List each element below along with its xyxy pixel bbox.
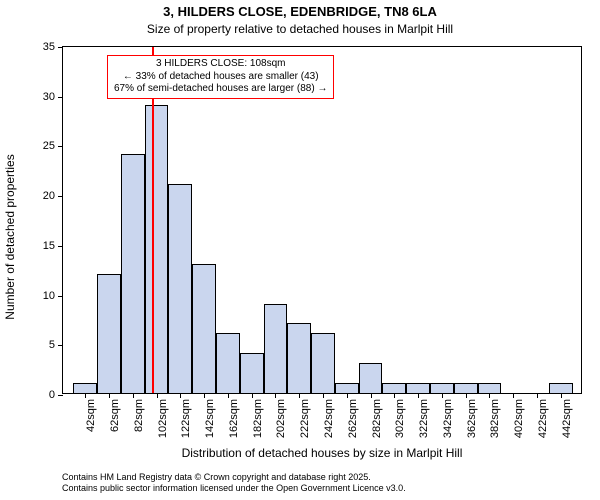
xtick-line (180, 393, 181, 398)
xtick-line (371, 393, 372, 398)
xtick-label: 202sqm (275, 399, 287, 438)
ytick-line (58, 395, 63, 396)
ytick-line (58, 97, 63, 98)
xtick-line (109, 393, 110, 398)
histogram-bar (264, 304, 288, 393)
xtick-label: 182sqm (252, 399, 264, 438)
ytick-line (58, 47, 63, 48)
xtick-line (442, 393, 443, 398)
xtick-line (157, 393, 158, 398)
histogram-bar (121, 154, 145, 393)
callout-line: 3 HILDERS CLOSE: 108sqm (114, 58, 327, 71)
xtick-line (299, 393, 300, 398)
xtick-line (323, 393, 324, 398)
histogram-bar (73, 383, 97, 393)
xtick-label: 62sqm (109, 399, 121, 432)
xtick-line (204, 393, 205, 398)
xtick-label: 42sqm (85, 399, 97, 432)
histogram-bar (97, 274, 121, 393)
xtick-label: 382sqm (489, 399, 501, 438)
histogram-bar (311, 333, 335, 393)
xtick-line (394, 393, 395, 398)
ytick-line (58, 345, 63, 346)
histogram-bar (406, 383, 430, 393)
histogram-bar (145, 105, 169, 393)
xtick-label: 262sqm (347, 399, 359, 438)
y-axis-label: Number of detached properties (3, 63, 17, 411)
xtick-line (466, 393, 467, 398)
histogram-bar (192, 264, 216, 393)
histogram-bar (216, 333, 240, 393)
histogram-bar (454, 383, 478, 393)
xtick-label: 82sqm (133, 399, 145, 432)
histogram-bar (359, 363, 383, 393)
xtick-label: 322sqm (418, 399, 430, 438)
xtick-line (561, 393, 562, 398)
xtick-line (228, 393, 229, 398)
xtick-label: 302sqm (394, 399, 406, 438)
ytick-label: 15 (43, 240, 55, 252)
xtick-line (275, 393, 276, 398)
xtick-line (133, 393, 134, 398)
xtick-label: 122sqm (180, 399, 192, 438)
ytick-label: 10 (43, 290, 55, 302)
xtick-label: 162sqm (228, 399, 240, 438)
xtick-line (85, 393, 86, 398)
ytick-label: 20 (43, 190, 55, 202)
ytick-line (58, 246, 63, 247)
callout-line: ← 33% of detached houses are smaller (43… (114, 71, 327, 84)
xtick-line (418, 393, 419, 398)
xtick-label: 142sqm (204, 399, 216, 438)
xtick-line (347, 393, 348, 398)
attribution-text: Contains HM Land Registry data © Crown c… (62, 472, 406, 494)
xtick-label: 362sqm (466, 399, 478, 438)
xtick-label: 442sqm (561, 399, 573, 438)
xtick-line (252, 393, 253, 398)
histogram-bar (240, 353, 264, 393)
histogram-bar (549, 383, 573, 393)
ytick-label: 35 (43, 41, 55, 53)
histogram-bar (430, 383, 454, 393)
ytick-label: 25 (43, 140, 55, 152)
ytick-line (58, 296, 63, 297)
ytick-label: 30 (43, 91, 55, 103)
xtick-label: 102sqm (157, 399, 169, 438)
xtick-line (513, 393, 514, 398)
histogram-bar (168, 184, 192, 393)
histogram-bar (382, 383, 406, 393)
xtick-label: 402sqm (513, 399, 525, 438)
chart-title: 3, HILDERS CLOSE, EDENBRIDGE, TN8 6LA (0, 4, 600, 19)
xtick-line (489, 393, 490, 398)
chart-container: 3, HILDERS CLOSE, EDENBRIDGE, TN8 6LA Si… (0, 0, 600, 500)
ytick-label: 5 (49, 339, 55, 351)
callout-line: 67% of semi-detached houses are larger (… (114, 83, 327, 96)
xtick-line (537, 393, 538, 398)
ytick-line (58, 196, 63, 197)
ytick-line (58, 146, 63, 147)
xtick-label: 222sqm (299, 399, 311, 438)
ytick-label: 0 (49, 389, 55, 401)
xtick-label: 342sqm (442, 399, 454, 438)
marker-line (152, 47, 154, 393)
histogram-bar (478, 383, 502, 393)
chart-subtitle: Size of property relative to detached ho… (0, 22, 600, 36)
histogram-bar (287, 323, 311, 393)
xtick-label: 282sqm (371, 399, 383, 438)
xtick-label: 242sqm (323, 399, 335, 438)
callout-box: 3 HILDERS CLOSE: 108sqm← 33% of detached… (107, 55, 334, 99)
histogram-bar (335, 383, 359, 393)
x-axis-label: Distribution of detached houses by size … (62, 446, 582, 460)
xtick-label: 422sqm (537, 399, 549, 438)
